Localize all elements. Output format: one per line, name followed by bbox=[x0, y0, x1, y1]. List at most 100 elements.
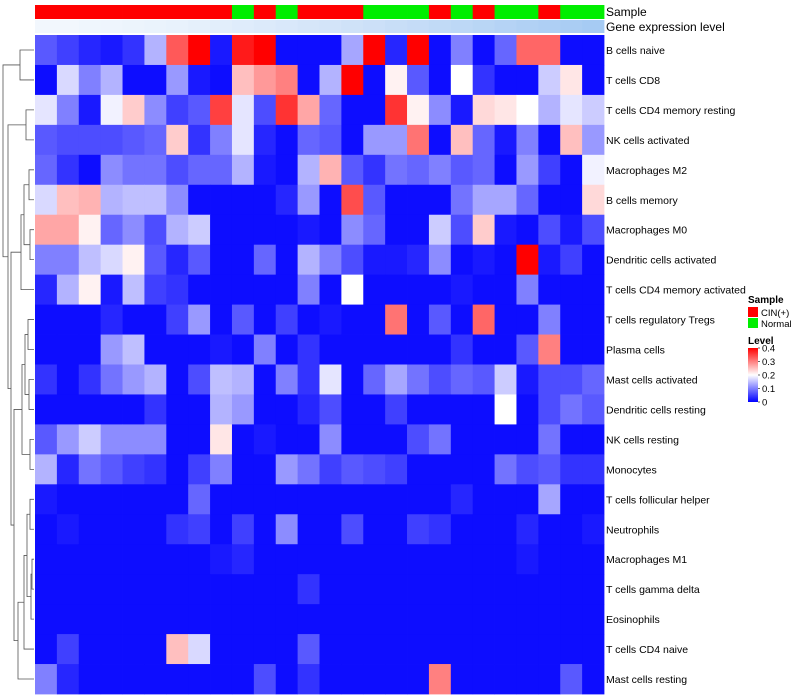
heatmap-cell bbox=[385, 124, 408, 156]
dendrogram-branch bbox=[28, 169, 34, 201]
heatmap-cell bbox=[122, 214, 145, 246]
heatmap-cell bbox=[253, 424, 277, 455]
heatmap-cell bbox=[494, 424, 517, 455]
heatmap-cell bbox=[35, 484, 58, 515]
heatmap-cell bbox=[319, 574, 342, 605]
heatmap-cell bbox=[363, 184, 386, 216]
heatmap-cell bbox=[35, 304, 58, 335]
heatmap-cell bbox=[385, 334, 408, 365]
heatmap-cell bbox=[341, 184, 364, 216]
heatmap-cell bbox=[560, 394, 583, 425]
heatmap-cell bbox=[144, 424, 167, 455]
heatmap-cell bbox=[385, 214, 408, 246]
expression-annotation-cell bbox=[516, 20, 539, 33]
expression-annotation-cell bbox=[472, 20, 495, 33]
heatmap-cell bbox=[78, 394, 102, 425]
heatmap-cell bbox=[428, 604, 452, 635]
heatmap-cell bbox=[35, 94, 58, 126]
heatmap-cell bbox=[363, 424, 386, 455]
heatmap-cell bbox=[188, 574, 211, 605]
dendrogram-branch bbox=[30, 573, 34, 620]
expression-annotation-cell bbox=[78, 20, 102, 33]
heatmap-cell bbox=[428, 484, 452, 515]
heatmap-cell bbox=[450, 184, 474, 216]
heatmap-cell bbox=[253, 604, 277, 635]
heatmap-cell bbox=[516, 604, 539, 635]
heatmap-cell bbox=[275, 634, 299, 665]
heatmap-cell bbox=[253, 334, 277, 365]
heatmap-cell bbox=[385, 304, 408, 335]
heatmap-cell bbox=[56, 514, 80, 545]
heatmap-cell bbox=[428, 244, 452, 276]
heatmap-cell bbox=[582, 634, 605, 665]
heatmap-cell bbox=[538, 394, 561, 425]
heatmap-cell bbox=[450, 394, 474, 425]
heatmap-cell bbox=[78, 244, 102, 276]
sample-annotation-cell bbox=[472, 5, 495, 19]
heatmap-cell bbox=[78, 364, 102, 395]
heatmap-cell bbox=[385, 154, 408, 186]
heatmap-cell bbox=[582, 484, 605, 515]
heatmap-cell bbox=[275, 94, 299, 126]
heatmap-cell bbox=[122, 544, 145, 575]
heatmap-cell bbox=[538, 214, 561, 246]
row-label: T cells follicular helper bbox=[606, 494, 710, 506]
row-label: T cells CD8 bbox=[606, 75, 660, 87]
heatmap-cell bbox=[253, 394, 277, 425]
dendrogram-branch bbox=[2, 64, 20, 258]
heatmap-cell bbox=[275, 274, 299, 305]
heatmap-cell bbox=[231, 364, 255, 395]
heatmap-cell bbox=[538, 574, 561, 605]
heatmap-cell bbox=[166, 274, 189, 305]
heatmap-cell bbox=[450, 64, 474, 96]
heatmap-cell bbox=[297, 604, 320, 635]
heatmap-cell bbox=[78, 544, 102, 575]
heatmap-cell bbox=[166, 514, 189, 545]
heatmap-cell bbox=[144, 154, 167, 186]
heatmap-cell bbox=[100, 64, 123, 96]
dendrogram-branch bbox=[28, 379, 34, 410]
heatmap-cell bbox=[582, 244, 605, 276]
heatmap-cell bbox=[35, 514, 58, 545]
heatmap-cell bbox=[407, 544, 430, 575]
heatmap-cell bbox=[297, 364, 320, 395]
heatmap-cell bbox=[100, 124, 123, 156]
dendrogram-branch bbox=[23, 555, 34, 650]
heatmap-cell bbox=[494, 334, 517, 365]
heatmap-cell bbox=[450, 664, 474, 695]
heatmap-cell bbox=[78, 94, 102, 126]
heatmap-cell bbox=[231, 664, 255, 695]
heatmap-cell bbox=[56, 424, 80, 455]
heatmap-cell bbox=[516, 184, 539, 216]
heatmap-cell bbox=[560, 184, 583, 216]
heatmap-cell bbox=[538, 124, 561, 156]
heatmap-cell bbox=[144, 454, 167, 485]
heatmap-cell bbox=[297, 214, 320, 246]
heatmap-cell bbox=[385, 35, 408, 66]
heatmap-cell bbox=[407, 244, 430, 276]
heatmap-cell bbox=[407, 574, 430, 605]
heatmap-cell bbox=[144, 94, 167, 126]
heatmap-cell bbox=[56, 544, 80, 575]
heatmap-cell bbox=[538, 514, 561, 545]
heatmap-cell bbox=[144, 634, 167, 665]
heatmap-cell bbox=[35, 274, 58, 305]
heatmap-cell bbox=[472, 514, 495, 545]
heatmap-cell bbox=[407, 94, 430, 126]
annotation-label-sample: Sample bbox=[606, 5, 647, 19]
heatmap-cell bbox=[56, 574, 80, 605]
heatmap-cell bbox=[297, 334, 320, 365]
expression-annotation-cell bbox=[166, 20, 189, 33]
heatmap-cell bbox=[538, 274, 561, 305]
row-label: Plasma cells bbox=[606, 345, 665, 357]
heatmap-cell bbox=[231, 214, 255, 246]
heatmap-cell bbox=[144, 274, 167, 305]
heatmap-cell bbox=[78, 274, 102, 305]
heatmap-cell bbox=[297, 154, 320, 186]
heatmap-cell bbox=[210, 454, 233, 485]
sample-annotation-cell bbox=[516, 5, 539, 19]
heatmap-cell bbox=[494, 94, 517, 126]
heatmap-cell bbox=[166, 334, 189, 365]
heatmap-cell bbox=[275, 184, 299, 216]
heatmap-cell bbox=[100, 484, 123, 515]
